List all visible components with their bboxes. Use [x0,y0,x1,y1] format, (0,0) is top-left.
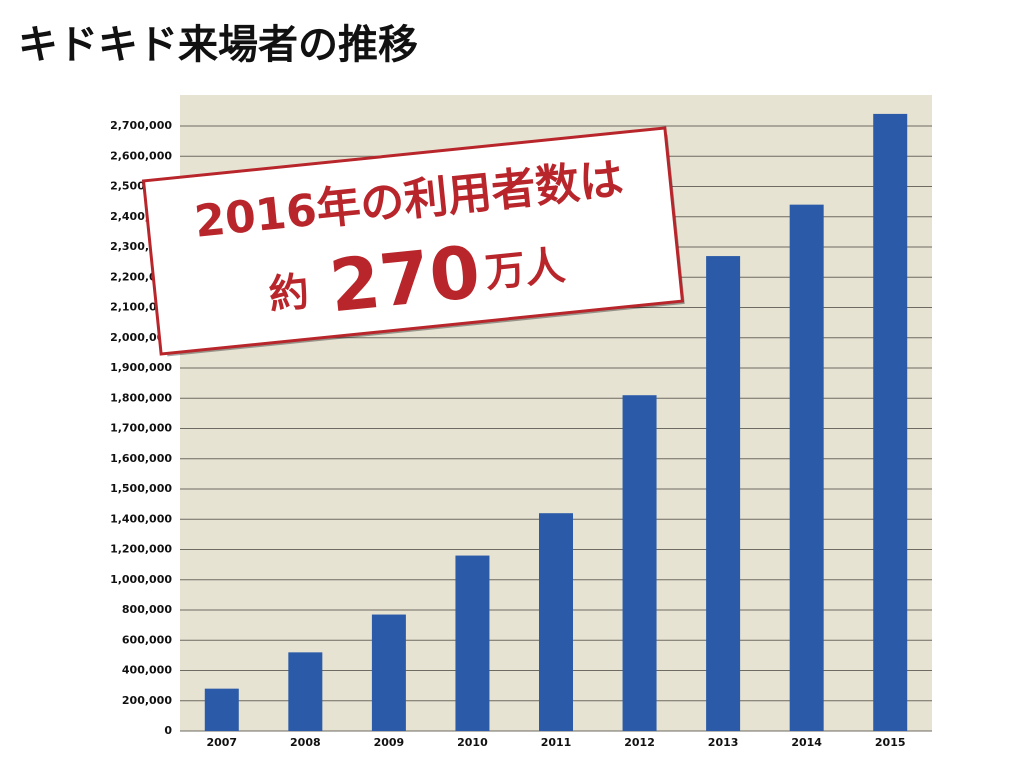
y-tick-label: 400,000 [122,664,172,677]
annotation-suffix: 万人 [483,243,567,297]
y-tick-label: 2,000,000 [110,331,172,344]
x-tick-label: 2014 [791,736,822,749]
annotation-text: 約 270 万人 [264,221,568,335]
annotation-prefix: 約 [267,269,311,319]
x-tick-label: 2011 [541,736,572,749]
y-tick-label: 1,600,000 [110,452,172,465]
bar [371,614,406,731]
bars [204,113,908,731]
x-tick-label: 2012 [624,736,655,749]
bar [455,555,490,731]
y-tick-label: 800,000 [122,603,172,616]
bar [204,688,239,731]
x-tick-label: 2008 [290,736,321,749]
x-tick-label: 2010 [457,736,488,749]
x-tick-label: 2009 [374,736,405,749]
y-tick-label: 1,800,000 [110,391,172,404]
bar [539,513,573,731]
bar [873,113,908,731]
annotation-number: 270 [326,229,484,328]
bar [288,652,323,731]
y-tick-label: 1,400,000 [110,512,172,525]
y-tick-label: 1,200,000 [110,543,172,556]
y-tick-label: 1,500,000 [110,482,172,495]
x-tick-label: 2007 [206,736,237,749]
y-tick-label: 2,700,000 [110,119,172,132]
bar [622,395,657,731]
annotation: 2016年の利用者数は 約 270 万人 [141,126,685,357]
y-tick-label: 0 [164,724,172,737]
chart-title: キドキド来場者の推移 [18,22,418,68]
x-tick-label: 2015 [875,736,906,749]
x-tick-label: 2013 [708,736,739,749]
bar [706,256,741,731]
bar [789,204,824,731]
y-tick-label: 2,600,000 [110,149,172,162]
y-tick-label: 200,000 [122,694,172,707]
annotation-box [141,126,685,356]
y-tick-label: 1,700,000 [110,422,172,435]
y-tick-label: 600,000 [122,633,172,646]
y-tick-label: 1,900,000 [110,361,172,374]
y-tick-label: 1,000,000 [110,573,172,586]
